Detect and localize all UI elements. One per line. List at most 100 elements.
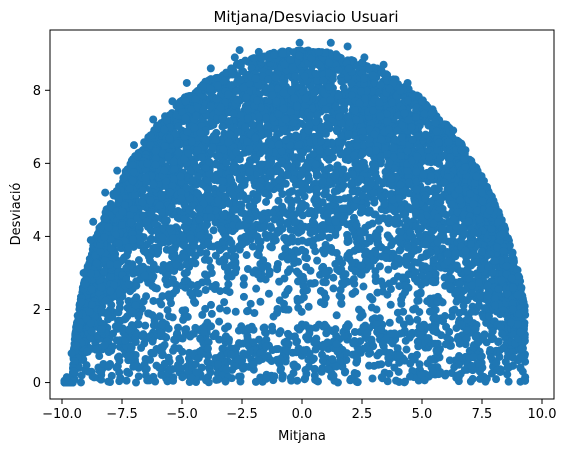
scatter-point: [401, 288, 410, 297]
scatter-point: [329, 284, 338, 293]
scatter-point: [262, 197, 271, 206]
scatter-point: [293, 294, 302, 303]
scatter-point: [295, 325, 304, 334]
scatter-point: [271, 236, 280, 245]
scatter-point: [306, 266, 315, 275]
scatter-point: [328, 355, 337, 364]
scatter-point: [222, 306, 231, 315]
scatter-point: [178, 347, 187, 356]
scatter-point: [178, 233, 187, 242]
scatter-point: [239, 274, 248, 283]
scatter-point: [242, 251, 251, 260]
scatter-point: [337, 299, 346, 308]
scatter-point: [157, 300, 166, 309]
scatter-point: [202, 249, 211, 258]
scatter-point: [331, 325, 340, 334]
scatter-point: [468, 374, 477, 383]
scatter-point: [224, 280, 233, 289]
scatter-point: [256, 123, 265, 132]
scatter-point: [266, 231, 275, 240]
scatter-point: [106, 378, 115, 387]
scatter-point: [215, 317, 224, 326]
scatter-point: [134, 256, 143, 265]
scatter-point: [349, 339, 358, 348]
scatter-point: [311, 345, 320, 354]
scatter-point: [275, 329, 284, 338]
scatter-point: [274, 196, 283, 205]
scatter-point: [123, 368, 132, 377]
scatter-point: [146, 236, 155, 245]
scatter-point: [95, 352, 104, 361]
scatter-point: [165, 279, 174, 288]
scatter-point: [388, 339, 397, 348]
scatter-point: [301, 366, 310, 375]
scatter-point: [308, 217, 317, 226]
chart-title: Mitjana/Desviacio Usuari: [213, 8, 398, 26]
scatter-point: [301, 374, 310, 383]
scatter-point: [445, 356, 454, 365]
scatter-point: [455, 352, 464, 361]
scatter-point: [416, 323, 425, 332]
scatter-point: [301, 253, 310, 262]
scatter-point: [339, 214, 348, 223]
scatter-point: [225, 288, 234, 297]
scatter-point: [278, 374, 287, 383]
scatter-point: [343, 230, 352, 239]
scatter-point: [76, 378, 85, 387]
scatter-point: [273, 263, 282, 272]
scatter-point: [433, 238, 442, 247]
scatter-point: [285, 188, 294, 197]
scatter-point: [223, 322, 232, 331]
scatter-point: [359, 282, 368, 291]
scatter-point: [269, 376, 278, 385]
scatter-point: [244, 306, 253, 315]
scatter-point: [392, 376, 401, 385]
scatter-point: [292, 267, 301, 276]
scatter-point: [399, 307, 408, 316]
scatter-point: [320, 320, 329, 329]
scatter-point: [283, 255, 292, 264]
scatter-point: [342, 349, 351, 358]
scatter-point: [207, 309, 216, 318]
scatter-point: [343, 237, 352, 246]
scatter-point: [293, 195, 302, 204]
scatter-point: [469, 251, 478, 260]
scatter-point: [316, 286, 325, 295]
scatter-point: [245, 159, 254, 168]
scatter-point: [128, 260, 137, 269]
scatter-point: [239, 364, 248, 373]
scatter-point: [148, 282, 157, 291]
scatter-point: [107, 371, 116, 380]
scatter-point: [197, 363, 206, 372]
scatter-point: [445, 327, 454, 336]
scatter-point: [269, 312, 278, 321]
scatter-point: [234, 326, 243, 335]
scatter-point: [243, 265, 252, 274]
scatter-point: [231, 307, 240, 316]
scatter-point: [503, 370, 512, 379]
scatter-point: [310, 279, 319, 287]
scatter-point: [208, 282, 217, 291]
scatter-point: [324, 365, 333, 374]
scatter-point: [318, 356, 327, 365]
scatter-point: [244, 194, 253, 203]
scatter-point: [164, 290, 173, 299]
scatter-point: [246, 299, 255, 308]
scatter-point: [239, 292, 248, 301]
scatter-point: [112, 363, 121, 372]
scatter-point: [393, 344, 402, 353]
scatter-point: [325, 58, 334, 67]
scatter-point: [191, 298, 200, 307]
scatter-point: [221, 233, 230, 242]
scatter-point: [411, 304, 420, 313]
scatter-point: [351, 287, 360, 296]
scatter-point: [149, 296, 158, 305]
scatter-point: [365, 361, 374, 370]
scatter-point: [492, 375, 501, 384]
scatter-point: [268, 346, 277, 355]
scatter-point: [380, 368, 389, 377]
scatter-point: [193, 281, 202, 290]
scatter-point: [170, 335, 179, 344]
scatter-point: [356, 337, 365, 346]
